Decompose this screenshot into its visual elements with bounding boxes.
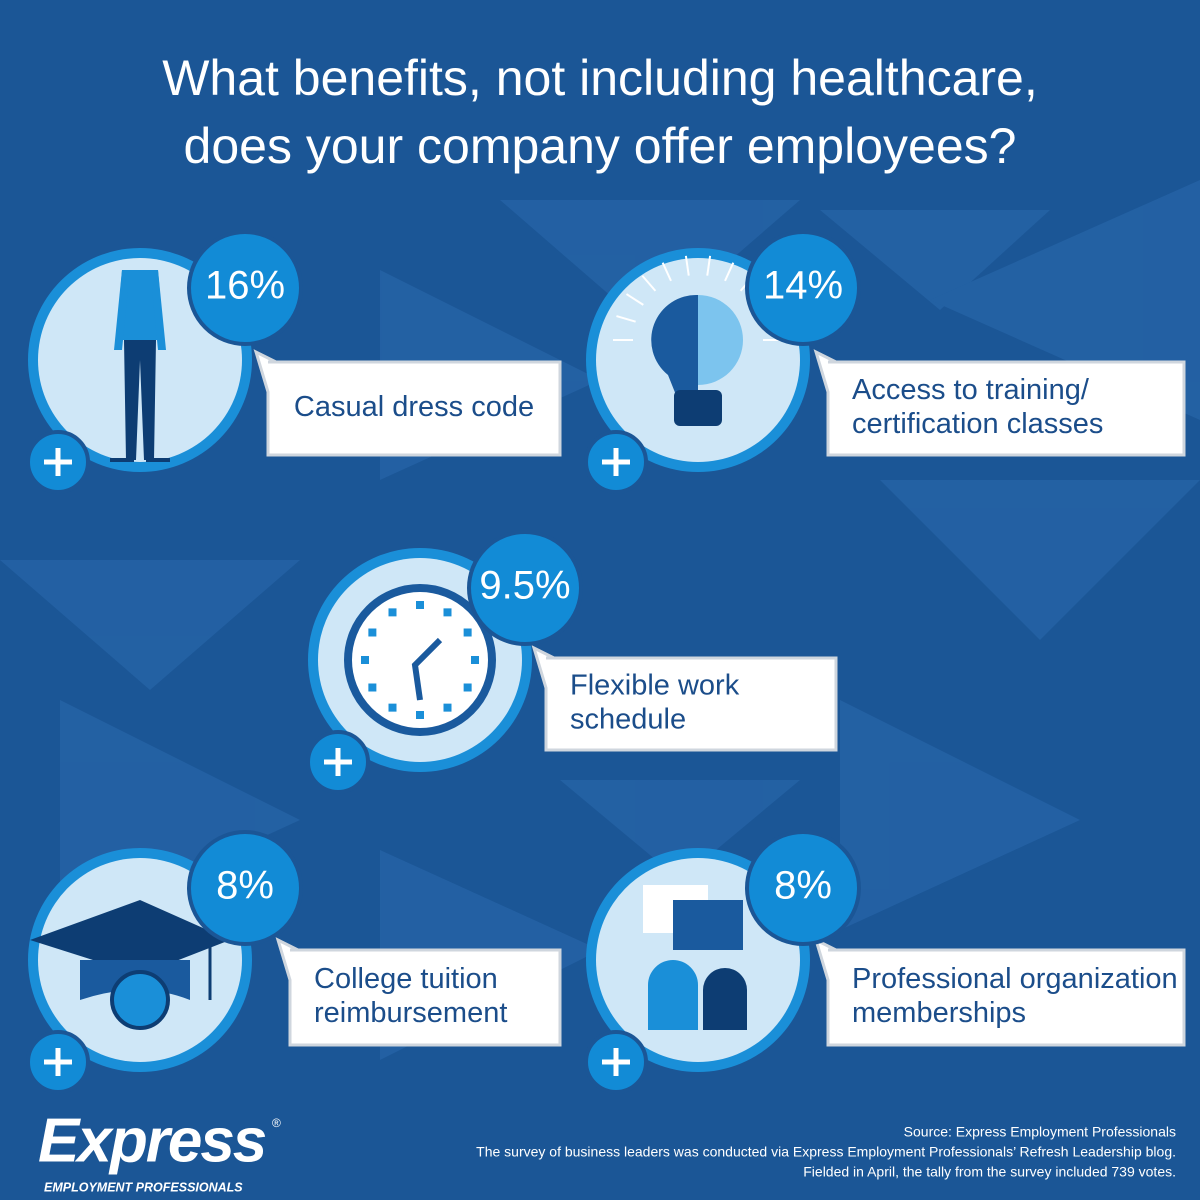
percent-value: 16%: [205, 264, 285, 308]
benefit-label: Professional organization: [852, 963, 1178, 995]
icon: [443, 703, 452, 712]
icon: [416, 711, 424, 719]
percent-value: 14%: [763, 264, 843, 308]
logo-mark: ®: [272, 1116, 281, 1130]
icon: [651, 294, 698, 395]
percent-bubble: [187, 230, 303, 346]
icon: [110, 970, 170, 1030]
percent-bubble: [745, 230, 861, 346]
percent-bubble: [467, 530, 583, 646]
percent-value: 9.5%: [479, 564, 570, 608]
benefit-item: Access to training/certification classes…: [584, 230, 1186, 494]
icon: [443, 608, 452, 617]
icon: [463, 683, 472, 692]
callout-box: [253, 349, 562, 457]
icon: [648, 960, 698, 1030]
icon: [684, 255, 690, 276]
icon: [706, 255, 712, 276]
callout-box: [813, 349, 1186, 457]
plus-icon: [324, 748, 352, 776]
benefit-label: College tuition: [314, 963, 498, 995]
benefit-label: Casual dress code: [294, 391, 534, 423]
callout-box: [813, 937, 1186, 1047]
icon: [388, 703, 397, 712]
logo-tagline: EMPLOYMENT PROFESSIONALS: [44, 1180, 243, 1194]
icon: [703, 968, 747, 1030]
benefit-label: certification classes: [852, 408, 1103, 440]
plus-icon: [602, 448, 630, 476]
icon: [30, 900, 230, 975]
plus-icon: [44, 1048, 72, 1076]
benefit-label: reimbursement: [314, 997, 507, 1029]
title-line: does your company offer employees?: [184, 118, 1017, 174]
plus-icon: [602, 1048, 630, 1076]
icon: [116, 270, 164, 340]
icon: [124, 340, 156, 460]
icon: [411, 637, 443, 701]
callout-box: [275, 937, 562, 1047]
icon: [361, 656, 369, 664]
icon: [110, 458, 170, 462]
logo-name: Express: [38, 1106, 266, 1175]
benefit-label: Access to training/: [852, 374, 1090, 406]
benefit-list: Casual dress code 16% Access to training/c…: [26, 230, 1186, 1094]
source-line: The survey of business leaders was condu…: [476, 1144, 1176, 1160]
percent-value: 8%: [774, 864, 832, 908]
icon: [368, 683, 377, 692]
icon: [673, 900, 743, 950]
icon: [388, 608, 397, 617]
percent-bubble: [187, 830, 303, 946]
icon: [674, 390, 722, 426]
benefit-label: memberships: [852, 997, 1026, 1029]
benefit-label: Flexible work: [570, 670, 740, 702]
icon: [114, 270, 166, 350]
icon: [463, 628, 472, 637]
icon: [661, 262, 672, 282]
benefit-item: Casual dress code 16%: [26, 230, 562, 494]
icon: [471, 656, 479, 664]
icon: [368, 628, 377, 637]
percent-bubble: [745, 830, 861, 946]
source-line: Source: Express Employment Professionals: [904, 1124, 1176, 1140]
icon: [625, 293, 644, 306]
title-line: What benefits, not including healthcare,: [162, 50, 1038, 106]
percent-value: 8%: [216, 864, 274, 908]
benefit-label: schedule: [570, 704, 686, 736]
plus-icon: [44, 448, 72, 476]
icon: [641, 275, 657, 292]
source-line: Fielded in April, the tally from the sur…: [803, 1164, 1176, 1180]
callout-box: [531, 645, 838, 752]
icon: [616, 315, 636, 323]
icon: [416, 601, 424, 609]
icon: [724, 262, 735, 282]
